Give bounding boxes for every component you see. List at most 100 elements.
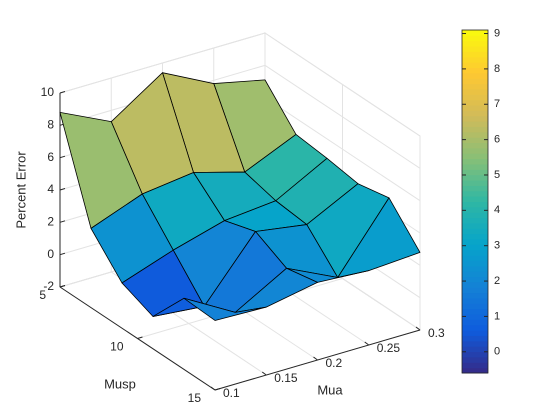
x-axis-label: Mua bbox=[317, 382, 343, 397]
y-axis-label: Musp bbox=[104, 376, 136, 391]
colorbar-swatch bbox=[462, 340, 488, 347]
colorbar-tick-label: 1 bbox=[494, 310, 500, 322]
grid-line bbox=[264, 32, 421, 137]
x-tick-label: 0.3 bbox=[428, 326, 445, 340]
colorbar-swatch bbox=[462, 292, 488, 299]
colorbar-swatch bbox=[462, 244, 488, 251]
x-tick-label: 0.1 bbox=[223, 386, 240, 400]
surface bbox=[59, 72, 421, 321]
colorbar-tick-label: 2 bbox=[494, 275, 500, 287]
colorbar-swatch bbox=[462, 330, 488, 336]
colorbar-swatch bbox=[462, 35, 488, 42]
colorbar-swatch bbox=[462, 249, 488, 256]
z-tick bbox=[59, 188, 66, 191]
colorbar-swatch bbox=[462, 158, 488, 165]
x-tick bbox=[415, 326, 421, 331]
colorbar-swatch bbox=[462, 222, 488, 229]
colorbar-swatch bbox=[462, 153, 488, 160]
colorbar-tick-label: 7 bbox=[494, 98, 500, 110]
z-tick-label: 6 bbox=[47, 150, 54, 164]
colorbar-swatch bbox=[462, 217, 488, 224]
colorbar-swatch bbox=[462, 56, 488, 63]
z-tick bbox=[59, 252, 66, 256]
colorbar-swatch bbox=[462, 190, 488, 197]
z-axis-label: Percent Error bbox=[13, 151, 28, 229]
colorbar-frame bbox=[461, 29, 489, 374]
colorbar-swatch bbox=[462, 255, 488, 261]
colorbar-swatch bbox=[462, 174, 488, 181]
colorbar-swatch bbox=[462, 276, 488, 283]
colorbar-swatch bbox=[462, 308, 488, 315]
colorbar-swatch bbox=[462, 67, 488, 74]
y-tick bbox=[59, 285, 66, 288]
colorbar-tick-label: 9 bbox=[494, 27, 500, 39]
colorbar-swatch bbox=[462, 271, 488, 278]
colorbar-swatch bbox=[462, 346, 488, 353]
surface-facet bbox=[183, 297, 267, 321]
colorbar: 0 1 2 3 4 5 6 7 8 9 bbox=[461, 27, 500, 374]
z-tick-label: 4 bbox=[47, 182, 54, 196]
z-tick-label: 0 bbox=[47, 247, 54, 261]
colorbar-swatch bbox=[462, 281, 488, 288]
grid-line bbox=[59, 32, 266, 94]
colorbar-swatch bbox=[462, 239, 488, 245]
colorbar-swatch bbox=[462, 163, 488, 170]
colorbar-tick-label: 0 bbox=[494, 346, 500, 358]
x-tick bbox=[261, 371, 267, 376]
grid-line bbox=[264, 97, 421, 202]
colorbar-tick-label: 4 bbox=[494, 204, 500, 216]
colorbar-swatch bbox=[462, 94, 488, 101]
z-tick-label: 10 bbox=[41, 85, 55, 99]
colorbar-swatch bbox=[462, 62, 488, 69]
x-tick-label: 0.2 bbox=[326, 356, 343, 370]
colorbar-swatch bbox=[462, 180, 488, 186]
x-tick bbox=[364, 341, 370, 346]
colorbar-swatch bbox=[462, 297, 488, 304]
grid-line bbox=[264, 64, 421, 169]
colorbar-swatch bbox=[462, 362, 488, 369]
colorbar-swatch bbox=[462, 169, 488, 176]
colorbar-swatch bbox=[462, 147, 488, 154]
colorbar-tick-label: 6 bbox=[494, 134, 500, 146]
colorbar-swatch bbox=[462, 265, 488, 272]
y-tick-label: 15 bbox=[188, 391, 202, 405]
colorbar-tick-label: 8 bbox=[494, 63, 500, 75]
colorbar-swatch bbox=[462, 142, 488, 149]
colorbar-tick-label: 3 bbox=[494, 240, 500, 252]
colorbar-swatch bbox=[462, 126, 488, 133]
colorbar-swatch bbox=[462, 324, 488, 331]
colorbar-swatch bbox=[462, 110, 488, 117]
colorbar-swatch bbox=[462, 46, 488, 52]
colorbar-swatch bbox=[462, 228, 488, 235]
colorbar-swatch bbox=[462, 83, 488, 90]
colorbar-swatch bbox=[462, 303, 488, 310]
colorbar-swatch bbox=[462, 206, 488, 213]
colorbar-swatch bbox=[462, 335, 488, 342]
x-tick-label: 0.25 bbox=[377, 341, 401, 355]
x-tick bbox=[210, 386, 216, 391]
x-tick bbox=[313, 356, 318, 361]
colorbar-swatch bbox=[462, 196, 488, 202]
z-tick-label: -2 bbox=[43, 279, 54, 293]
colorbar-swatch bbox=[462, 30, 488, 36]
z-tick bbox=[59, 220, 66, 223]
colorbar-swatch bbox=[462, 121, 488, 127]
colorbar-swatch bbox=[462, 137, 488, 144]
colorbar-swatch bbox=[462, 72, 488, 79]
colorbar-swatch bbox=[462, 40, 488, 47]
colorbar-swatch bbox=[462, 367, 488, 374]
colorbar-swatch bbox=[462, 131, 488, 138]
y-tick bbox=[137, 336, 143, 339]
colorbar-swatch bbox=[462, 319, 488, 326]
colorbar-swatch bbox=[462, 212, 488, 219]
colorbar-swatch bbox=[462, 105, 488, 111]
y-tick-label: 10 bbox=[110, 340, 124, 354]
colorbar-swatch bbox=[462, 115, 488, 122]
y-tick bbox=[214, 388, 221, 391]
colorbar-swatch bbox=[462, 88, 488, 95]
colorbar-tick-label: 5 bbox=[494, 169, 500, 181]
colorbar-swatch bbox=[462, 356, 488, 363]
colorbar-swatch bbox=[462, 314, 488, 320]
x-tick-label: 0.15 bbox=[274, 371, 298, 385]
